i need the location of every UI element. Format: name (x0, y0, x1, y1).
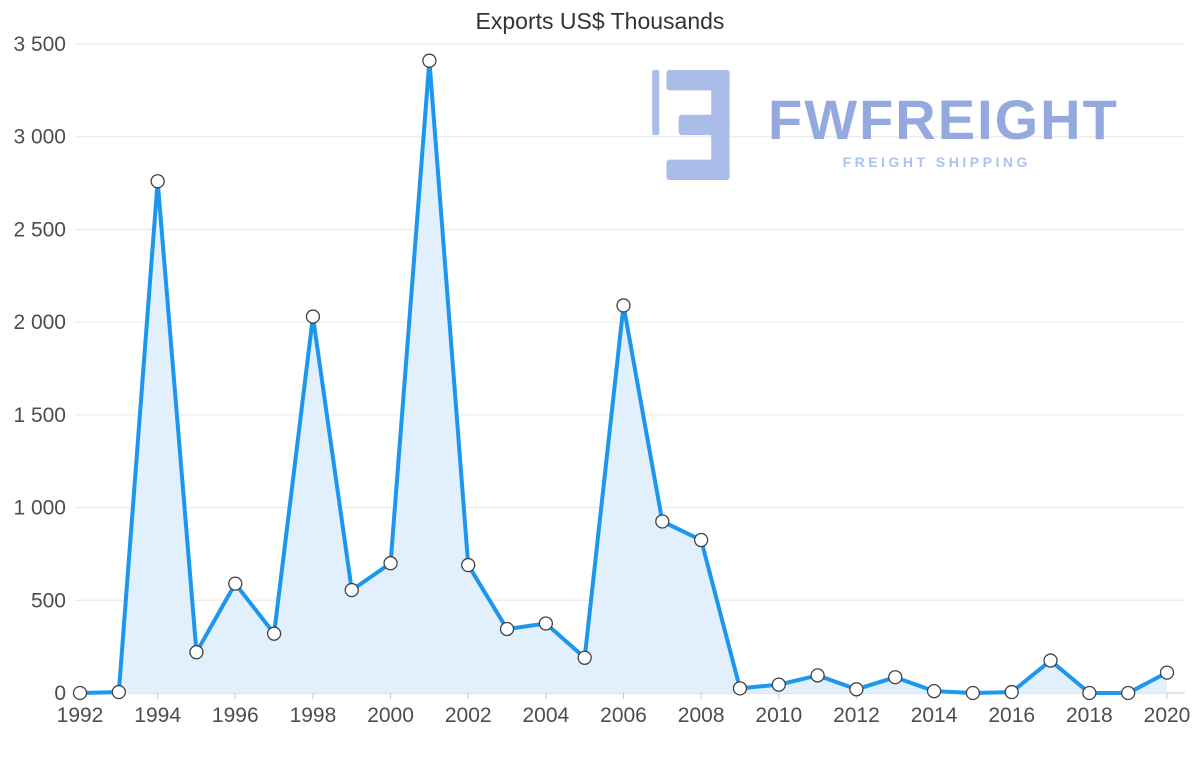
y-axis-label: 2 000 (13, 311, 66, 334)
x-axis-label: 2002 (445, 704, 492, 727)
data-point[interactable] (150, 174, 165, 189)
data-point[interactable] (771, 677, 786, 692)
data-point[interactable] (461, 557, 476, 573)
data-point[interactable] (616, 298, 631, 313)
x-axis-label: 2006 (600, 704, 647, 727)
x-axis-label: 1996 (212, 704, 259, 727)
data-point[interactable] (499, 621, 515, 637)
x-axis-label: 1992 (57, 704, 104, 727)
data-point[interactable] (228, 576, 243, 591)
x-axis-label: 2000 (367, 704, 414, 727)
y-axis-label: 500 (31, 589, 66, 612)
chart-title: Exports US$ Thousands (475, 8, 725, 34)
x-axis-label: 1998 (290, 704, 337, 727)
data-point[interactable] (189, 645, 204, 660)
x-axis-label: 2014 (911, 704, 958, 727)
x-axis-label: 2012 (833, 704, 880, 727)
data-point[interactable] (305, 309, 321, 324)
data-point[interactable] (1043, 653, 1058, 668)
x-axis-label: 2004 (522, 704, 569, 727)
x-axis-label: 2020 (1144, 704, 1191, 727)
data-point[interactable] (810, 668, 825, 683)
data-point[interactable] (655, 514, 670, 529)
data-point[interactable] (344, 582, 359, 598)
y-axis-label: 3 500 (13, 33, 66, 56)
x-axis-label: 2018 (1066, 704, 1113, 727)
x-axis-label: 2016 (988, 704, 1035, 727)
data-point[interactable] (1004, 684, 1019, 700)
x-axis-label: 1994 (134, 704, 181, 727)
data-point[interactable] (926, 683, 942, 699)
data-point[interactable] (965, 685, 981, 701)
data-point[interactable] (72, 685, 88, 701)
y-axis-label: 1 000 (13, 497, 66, 520)
data-point[interactable] (577, 650, 592, 665)
data-point[interactable] (266, 626, 282, 641)
data-point[interactable] (422, 53, 437, 68)
data-point[interactable] (1082, 685, 1097, 701)
y-axis-label: 2 500 (13, 218, 66, 241)
data-point[interactable] (693, 532, 709, 548)
data-point[interactable] (111, 684, 126, 700)
y-axis-label: 0 (54, 682, 66, 705)
x-axis-label: 2010 (755, 704, 802, 727)
data-point[interactable] (383, 556, 398, 571)
data-point[interactable] (1159, 665, 1175, 680)
x-axis-label: 2008 (678, 704, 725, 727)
data-point[interactable] (732, 681, 748, 696)
y-axis-label: 1 500 (13, 404, 66, 427)
area-fill (80, 60, 1167, 693)
data-point[interactable] (888, 670, 903, 685)
data-point[interactable] (849, 682, 864, 697)
data-point[interactable] (1121, 685, 1136, 701)
y-axis-label: 3 000 (13, 126, 66, 149)
data-point[interactable] (538, 616, 554, 631)
